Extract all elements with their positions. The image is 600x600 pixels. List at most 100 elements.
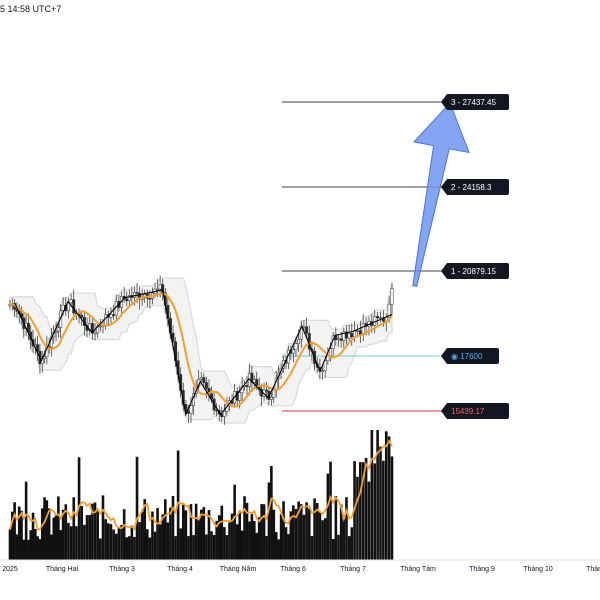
level-tag-target-3: 3 - 27437.45 bbox=[441, 94, 509, 110]
x-tick-5: Tháng 6 bbox=[280, 566, 306, 573]
volume-bar bbox=[158, 524, 162, 560]
volume-bar bbox=[43, 497, 46, 560]
candle bbox=[337, 334, 340, 347]
volume-bar bbox=[207, 510, 211, 560]
candle-body bbox=[305, 326, 309, 334]
volume-bar bbox=[337, 534, 340, 560]
volume-bar bbox=[347, 536, 351, 560]
volume-bar bbox=[370, 430, 374, 560]
candle-body bbox=[350, 333, 354, 337]
candle-body bbox=[245, 385, 249, 387]
volume-bar bbox=[99, 538, 102, 560]
volume-bar bbox=[305, 502, 308, 560]
candle-body bbox=[379, 317, 382, 319]
bollinger-band bbox=[9, 277, 393, 424]
candle bbox=[350, 323, 354, 346]
candle-body bbox=[93, 332, 97, 335]
price-level-tags: 3 - 27437.45 2 - 24158.3 1 - 20879.15 ◉ 176… bbox=[441, 94, 509, 419]
volume-bar bbox=[350, 527, 354, 560]
zigzag-line bbox=[14, 289, 393, 417]
volume-bar bbox=[27, 539, 30, 560]
volume-bar bbox=[255, 532, 259, 560]
volume-bar bbox=[356, 476, 359, 560]
level-tag-entry: ◉ 17600 bbox=[441, 348, 499, 364]
volume-bar bbox=[313, 498, 316, 560]
candle-body bbox=[334, 335, 338, 341]
volume-bar bbox=[364, 457, 368, 560]
volume-bar bbox=[96, 509, 99, 560]
volume-bar bbox=[138, 522, 141, 560]
volume-bar bbox=[361, 462, 365, 560]
volume-bar bbox=[29, 530, 33, 560]
volume-bar bbox=[277, 539, 280, 560]
volume-bar bbox=[163, 499, 167, 560]
candle-body bbox=[189, 405, 193, 414]
candle-body bbox=[297, 338, 301, 344]
volume-bar bbox=[284, 527, 288, 560]
volume-bar bbox=[194, 503, 198, 560]
volume-bar bbox=[228, 522, 231, 560]
level-tag-bg bbox=[441, 263, 509, 279]
x-tick-10: Tháng bbox=[586, 566, 600, 573]
volume-bar bbox=[279, 514, 283, 560]
level-tag-target-2: 2 - 24158.3 bbox=[441, 179, 509, 195]
volume-bar bbox=[307, 508, 311, 560]
volume-bar bbox=[59, 530, 62, 560]
candle-body bbox=[80, 315, 84, 318]
volume-bar bbox=[17, 506, 21, 560]
volume-bar bbox=[22, 539, 26, 560]
volume-bar bbox=[262, 504, 266, 560]
x-tick-8: Tháng 9 bbox=[469, 566, 495, 573]
volume-bar bbox=[238, 510, 241, 560]
candle-body bbox=[390, 288, 394, 305]
candle-body bbox=[43, 356, 47, 360]
volume-bar bbox=[50, 534, 53, 560]
volume-bar bbox=[112, 529, 115, 560]
volume-bar bbox=[274, 532, 278, 560]
candle-body bbox=[238, 392, 242, 401]
candle-body bbox=[148, 298, 152, 300]
candle bbox=[345, 325, 348, 347]
volume-bar bbox=[220, 505, 224, 560]
projection-arrow bbox=[412, 102, 470, 287]
candle-body bbox=[109, 314, 113, 318]
x-tick-7: Tháng Tám bbox=[400, 566, 436, 573]
volume-bar bbox=[294, 509, 298, 560]
level-tag-label: 1 - 20879.15 bbox=[451, 267, 496, 276]
x-tick-0: 2025 bbox=[2, 566, 18, 573]
moving-average bbox=[9, 292, 393, 408]
volume-bar bbox=[181, 504, 185, 560]
volume-bar bbox=[148, 537, 152, 560]
volume-bar bbox=[253, 520, 256, 560]
volume-bar bbox=[260, 504, 263, 560]
volume-bar bbox=[197, 519, 200, 560]
volume-bar bbox=[212, 535, 216, 560]
candle-body bbox=[127, 295, 131, 301]
candle bbox=[69, 293, 73, 307]
volume-bar bbox=[166, 522, 170, 560]
candle bbox=[222, 403, 226, 425]
candle-body bbox=[125, 298, 129, 301]
volume-bar bbox=[326, 473, 330, 560]
candle-body bbox=[222, 411, 226, 417]
volume-bar bbox=[315, 503, 319, 560]
volume-bar bbox=[169, 507, 172, 560]
volume-bar bbox=[245, 502, 249, 560]
candle-body bbox=[204, 382, 208, 389]
level-tag-bg bbox=[441, 348, 499, 364]
level-tag-label: ◉ 17600 bbox=[451, 352, 483, 361]
level-tag-bg bbox=[441, 403, 509, 419]
candle-body bbox=[342, 331, 346, 341]
candle-body bbox=[135, 292, 139, 294]
volume-bar bbox=[199, 509, 203, 560]
volume-bar bbox=[140, 511, 144, 560]
candle-body bbox=[252, 379, 256, 383]
volume-bar bbox=[174, 536, 177, 560]
volume-bar bbox=[217, 515, 221, 560]
volume-bar bbox=[267, 482, 271, 560]
volume-bar bbox=[109, 524, 113, 560]
candle bbox=[291, 343, 295, 363]
band-fill bbox=[9, 277, 393, 424]
zigzag-pattern bbox=[14, 289, 393, 417]
